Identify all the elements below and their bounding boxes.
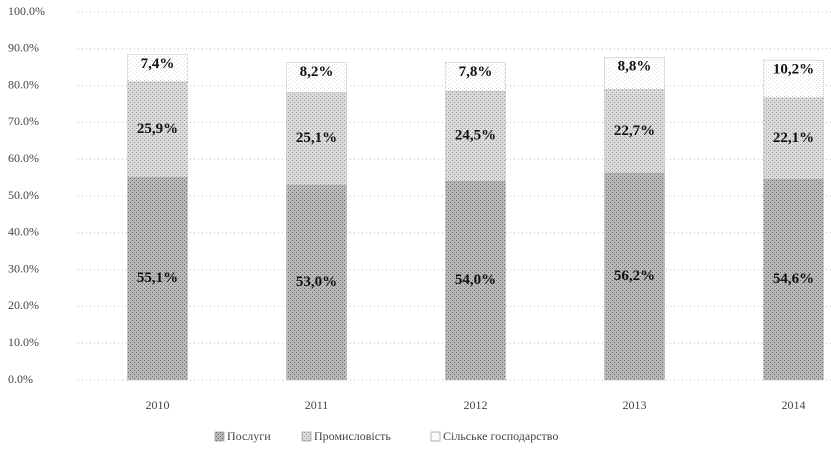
y-tick-label: 70.0% bbox=[8, 114, 39, 128]
x-tick-label: 2012 bbox=[464, 398, 488, 412]
legend-swatch bbox=[301, 431, 312, 442]
x-tick-label: 2011 bbox=[305, 398, 329, 412]
data-label: 8,2% bbox=[300, 64, 334, 80]
data-label: 55,1% bbox=[137, 270, 178, 286]
data-label: 25,9% bbox=[137, 121, 178, 137]
bar-segment bbox=[604, 89, 665, 174]
data-label: 56,2% bbox=[614, 268, 655, 284]
bar-segment bbox=[127, 176, 188, 381]
bar-segment bbox=[127, 54, 188, 83]
y-tick-label: 20.0% bbox=[8, 298, 39, 312]
y-tick-label: 90.0% bbox=[8, 41, 39, 55]
y-tick-label: 80.0% bbox=[8, 77, 39, 91]
data-label: 8,8% bbox=[618, 59, 652, 75]
bar-segment bbox=[445, 90, 506, 182]
x-tick-label: 2014 bbox=[782, 398, 806, 412]
bar-segment bbox=[286, 92, 347, 186]
y-tick-label: 30.0% bbox=[8, 261, 39, 275]
bar-segment bbox=[763, 97, 824, 180]
y-tick-label: 100.0% bbox=[8, 4, 45, 18]
bar-segment bbox=[445, 180, 506, 381]
data-label: 22,1% bbox=[773, 130, 814, 146]
x-tick-label: 2010 bbox=[146, 398, 170, 412]
data-label: 24,5% bbox=[455, 128, 496, 144]
bar-segment bbox=[445, 62, 506, 92]
data-label: 10,2% bbox=[773, 62, 814, 78]
data-label: 54,6% bbox=[773, 271, 814, 287]
bar-segment bbox=[604, 56, 665, 90]
y-tick-label: 40.0% bbox=[8, 225, 39, 239]
legend-label: Послуги bbox=[227, 429, 271, 443]
legend-swatch bbox=[430, 431, 441, 442]
y-tick-label: 60.0% bbox=[8, 151, 39, 165]
data-label: 25,1% bbox=[296, 130, 337, 146]
y-tick-label: 10.0% bbox=[8, 335, 39, 349]
data-label: 7,8% bbox=[459, 64, 493, 80]
bar-segment bbox=[763, 59, 824, 99]
bar-segment bbox=[286, 184, 347, 381]
y-tick-label: 50.0% bbox=[8, 188, 39, 202]
bar-segment bbox=[763, 178, 824, 381]
data-label: 54,0% bbox=[455, 272, 496, 288]
data-label: 22,7% bbox=[614, 123, 655, 139]
legend-swatch bbox=[214, 431, 225, 442]
bar-segment bbox=[286, 62, 347, 93]
data-label: 7,4% bbox=[141, 56, 175, 72]
bar-segment bbox=[604, 172, 665, 381]
legend-label: Промисловість bbox=[314, 429, 391, 443]
legend-label: Сільське господарство bbox=[443, 429, 558, 443]
y-tick-label: 0.0% bbox=[8, 372, 33, 386]
data-label: 53,0% bbox=[296, 274, 337, 290]
x-tick-label: 2013 bbox=[623, 398, 647, 412]
